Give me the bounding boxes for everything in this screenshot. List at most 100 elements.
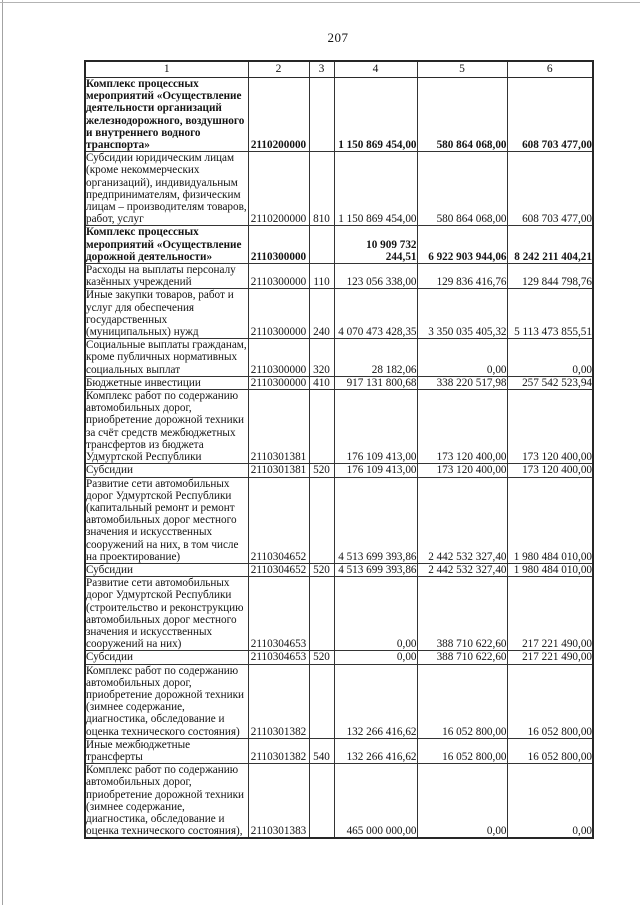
row-expense-type-cell: 810 <box>308 151 335 227</box>
row-amount-3-cell: 173 120 400,00 <box>506 389 594 465</box>
table-row: Субсидии 2110304652 520 4 513 699 393,86… <box>84 562 594 578</box>
row-expense-type-cell: 520 <box>308 562 335 578</box>
row-name-cell: Расходы на выплаты персоналу казённых уч… <box>84 263 249 290</box>
row-code-cell: 2110301381 <box>247 463 310 478</box>
row-code-cell: 2110300000 <box>247 225 310 265</box>
row-expense-type-cell <box>308 576 335 652</box>
row-amount-1-cell: 10 909 732 244,51 <box>333 225 418 265</box>
row-amount-2-cell: 2 442 532 327,40 <box>416 562 508 578</box>
row-amount-1-cell: 176 109 413,00 <box>333 463 418 478</box>
row-code-cell: 2110200000 <box>247 76 310 153</box>
row-name-cell: Комплекс процессных мероприятий «Осущест… <box>84 225 249 265</box>
row-name-cell: Комплекс работ по содержанию автомобильн… <box>84 763 249 839</box>
table-row: Социальные выплаты гражданам, кроме публ… <box>84 338 594 377</box>
row-amount-3-cell: 16 052 800,00 <box>506 737 594 765</box>
column-header-1: 1 <box>84 60 249 78</box>
row-amount-2-cell: 338 220 517,98 <box>416 375 508 391</box>
row-amount-3-cell: 1 980 484 010,00 <box>506 562 594 578</box>
table-row: Комплекс процессных мероприятий «Осущест… <box>84 225 594 265</box>
table-row: Бюджетные инвестиции 2110300000 410 917 … <box>84 375 594 391</box>
row-name-cell: Развитие сети автомобильных дорог Удмурт… <box>84 476 249 564</box>
row-amount-2-cell: 0,00 <box>416 338 508 377</box>
row-expense-type-cell: 410 <box>308 375 335 391</box>
table-body: Комплекс процессных мероприятий «Осущест… <box>84 76 594 839</box>
row-amount-2-cell: 3 350 035 405,32 <box>416 288 508 340</box>
row-expense-type-cell: 520 <box>308 650 335 665</box>
scan-top-edge-line <box>0 2 640 3</box>
row-amount-3-cell: 1 980 484 010,00 <box>506 476 594 564</box>
table-row: Комплекс работ по содержанию автомобильн… <box>84 389 594 465</box>
row-expense-type-cell: 240 <box>308 288 335 340</box>
row-amount-2-cell: 173 120 400,00 <box>416 389 508 465</box>
row-expense-type-cell <box>308 76 335 153</box>
row-amount-3-cell: 217 221 490,00 <box>506 576 594 652</box>
page-number: 207 <box>327 30 349 45</box>
table-row: Субсидии 2110301381 520 176 109 413,00 1… <box>84 463 594 478</box>
row-code-cell: 2110301383 <box>247 763 310 839</box>
row-amount-3-cell: 16 052 800,00 <box>506 663 594 739</box>
row-amount-2-cell: 388 710 622,60 <box>416 576 508 652</box>
column-header-3: 3 <box>308 60 335 78</box>
row-code-cell: 2110300000 <box>247 375 310 391</box>
row-name-cell: Комплекс работ по содержанию автомобильн… <box>84 389 249 465</box>
row-amount-2-cell: 580 864 068,00 <box>416 151 508 227</box>
table-row: Развитие сети автомобильных дорог Удмурт… <box>84 576 594 652</box>
row-amount-3-cell: 217 221 490,00 <box>506 650 594 665</box>
row-name-cell: Иные межбюджетные трансферты <box>84 737 249 765</box>
row-expense-type-cell: 540 <box>308 737 335 765</box>
row-amount-1-cell: 176 109 413,00 <box>333 389 418 465</box>
row-code-cell: 2110304653 <box>247 650 310 665</box>
row-amount-3-cell: 5 113 473 855,51 <box>506 288 594 340</box>
row-code-cell: 2110304652 <box>247 476 310 564</box>
row-amount-1-cell: 0,00 <box>333 576 418 652</box>
row-name-cell: Субсидии <box>84 463 249 478</box>
row-amount-3-cell: 608 703 477,00 <box>506 76 594 153</box>
row-expense-type-cell <box>308 763 335 839</box>
row-name-cell: Субсидии <box>84 650 249 665</box>
table-row: Комплекс процессных мероприятий «Осущест… <box>84 76 594 153</box>
row-expense-type-cell: 320 <box>308 338 335 377</box>
row-amount-2-cell: 2 442 532 327,40 <box>416 476 508 564</box>
row-code-cell: 2110301382 <box>247 663 310 739</box>
row-amount-1-cell: 132 266 416,62 <box>333 737 418 765</box>
row-expense-type-cell: 520 <box>308 463 335 478</box>
table-header-row: 1 2 3 4 5 6 <box>84 60 594 78</box>
row-amount-1-cell: 465 000 000,00 <box>333 763 418 839</box>
row-code-cell: 2110304652 <box>247 562 310 578</box>
row-amount-1-cell: 917 131 800,68 <box>333 375 418 391</box>
table-row: Субсидии юридическим лицам (кроме некомм… <box>84 151 594 227</box>
row-code-cell: 2110300000 <box>247 338 310 377</box>
row-amount-1-cell: 4 513 699 393,86 <box>333 476 418 564</box>
row-amount-2-cell: 16 052 800,00 <box>416 737 508 765</box>
row-amount-1-cell: 28 182,06 <box>333 338 418 377</box>
row-amount-3-cell: 257 542 523,94 <box>506 375 594 391</box>
row-name-cell: Комплекс процессных мероприятий «Осущест… <box>84 76 249 153</box>
row-expense-type-cell: 110 <box>308 263 335 290</box>
row-code-cell: 2110301381 <box>247 389 310 465</box>
row-code-cell: 2110300000 <box>247 288 310 340</box>
column-header-4: 4 <box>333 60 418 78</box>
row-amount-2-cell: 16 052 800,00 <box>416 663 508 739</box>
row-amount-3-cell: 608 703 477,00 <box>506 151 594 227</box>
row-amount-1-cell: 0,00 <box>333 650 418 665</box>
row-name-cell: Субсидии <box>84 562 249 578</box>
row-amount-2-cell: 173 120 400,00 <box>416 463 508 478</box>
row-amount-1-cell: 1 150 869 454,00 <box>333 76 418 153</box>
row-amount-3-cell: 8 242 211 404,21 <box>506 225 594 265</box>
row-amount-2-cell: 129 836 416,76 <box>416 263 508 290</box>
row-expense-type-cell <box>308 476 335 564</box>
column-header-5: 5 <box>416 60 508 78</box>
row-name-cell: Социальные выплаты гражданам, кроме публ… <box>84 338 249 377</box>
row-amount-2-cell: 388 710 622,60 <box>416 650 508 665</box>
row-code-cell: 2110200000 <box>247 151 310 227</box>
budget-table: 1 2 3 4 5 6 Комплекс процессных мероприя… <box>84 60 594 840</box>
column-header-2: 2 <box>247 60 310 78</box>
table-row: Субсидии 2110304653 520 0,00 388 710 622… <box>84 650 594 665</box>
row-expense-type-cell <box>308 225 335 265</box>
row-name-cell: Развитие сети автомобильных дорог Удмурт… <box>84 576 249 652</box>
table-row: Иные закупки товаров, работ и услуг для … <box>84 288 594 340</box>
row-amount-3-cell: 173 120 400,00 <box>506 463 594 478</box>
row-amount-2-cell: 0,00 <box>416 763 508 839</box>
row-amount-1-cell: 123 056 338,00 <box>333 263 418 290</box>
